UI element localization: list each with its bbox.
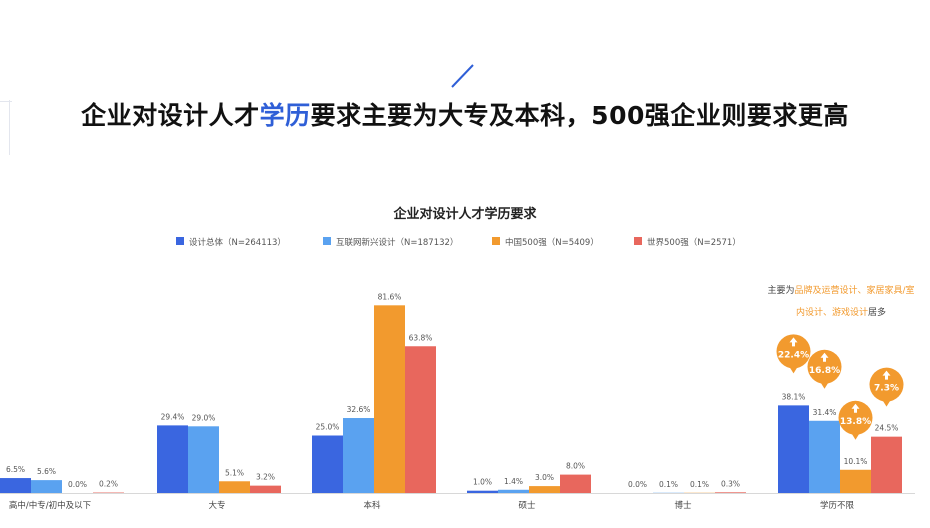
up-arrow-icon (820, 352, 829, 362)
decorative-line-left (9, 100, 10, 155)
legend-label-3: 中国500强（N=5409） (505, 237, 599, 248)
value-label-s3-c5: 0.1% (690, 480, 709, 489)
bar-s3-c4 (529, 486, 560, 493)
category-label-2: 大专 (208, 500, 225, 511)
value-label-s3-c4: 3.0% (535, 473, 554, 482)
value-label-s4-c5: 0.3% (721, 479, 740, 488)
value-label-s4-c2: 3.2% (256, 473, 275, 482)
value-label-s4-c1: 0.2% (99, 480, 118, 489)
up-arrow-icon (882, 370, 891, 380)
legend-swatch-3 (492, 237, 500, 245)
bar-s4-c6 (871, 436, 902, 493)
bar-s2-c4 (498, 489, 529, 493)
bar-s3-c3 (374, 305, 405, 493)
annotation-highlight-2: 内设计、游戏设计 (795, 308, 868, 318)
value-label-s2-c5: 0.1% (659, 480, 678, 489)
legend-label-2: 互联网新兴设计（N=187132） (336, 237, 458, 248)
bar-s2-c3 (343, 418, 374, 493)
bar-s4-c4 (560, 474, 591, 493)
value-label-s2-c6: 31.4% (813, 408, 837, 417)
value-label-s1-c4: 1.0% (473, 478, 492, 487)
decorative-line-top (0, 101, 12, 102)
bar-s1-c3 (312, 435, 343, 493)
bar-s2-c1 (31, 480, 62, 493)
bar-s1-c1 (0, 478, 31, 493)
up-arrow-icon (789, 337, 798, 347)
category-label-1: 高中/中专/初中及以下 (9, 500, 92, 511)
bar-s4-c3 (405, 346, 436, 493)
legend-label-1: 设计总体（N=264113） (189, 237, 286, 248)
callout-bubble-4 (869, 367, 904, 402)
value-label-s3-c3: 81.6% (378, 292, 402, 301)
value-label-s2-c3: 32.6% (347, 405, 371, 414)
annotation-prefix: 主要为 (767, 286, 795, 296)
category-label-4: 硕士 (518, 500, 536, 511)
callout-label-2: 16.8% (809, 366, 840, 376)
legend-swatch-1 (176, 237, 184, 245)
legend-label-4: 世界500强（N=2571） (647, 237, 741, 248)
bar-s1-c6 (778, 405, 809, 493)
value-label-s1-c1: 6.5% (6, 465, 25, 474)
bar-s1-c2 (157, 425, 188, 493)
callout-label-4: 7.3% (874, 384, 899, 394)
value-label-s1-c2: 29.4% (161, 412, 185, 421)
annotation-suffix: 居多 (868, 308, 887, 318)
value-label-s2-c1: 5.6% (37, 467, 56, 476)
category-label-3: 本科 (363, 500, 381, 511)
bar-s2-c2 (188, 426, 219, 493)
value-label-s3-c6: 10.1% (844, 457, 868, 466)
value-label-s4-c3: 63.8% (409, 333, 433, 342)
up-arrow-icon (851, 403, 860, 413)
callout-label-1: 22.4% (778, 350, 809, 360)
callout-label-3: 13.8% (840, 417, 871, 427)
category-label-6: 学历不限 (820, 500, 855, 511)
value-label-s1-c3: 25.0% (316, 423, 340, 432)
bar-s1-c4 (467, 490, 498, 493)
value-label-s3-c1: 0.0% (68, 480, 87, 489)
category-label-5: 博士 (674, 500, 692, 511)
slash-accent-icon (451, 64, 474, 88)
callout-bubble-3 (838, 400, 873, 435)
annotation-highlight-1: 品牌及运营设计、家居家具/室 (794, 286, 915, 296)
page-headline: 企业对设计人才学历要求主要为大专及本科，500强企业则要求更高 (0, 96, 930, 132)
bar-s4-c5 (715, 492, 746, 493)
value-label-s4-c4: 8.0% (566, 462, 585, 471)
chart-title: 企业对设计人才学历要求 (393, 207, 537, 222)
value-label-s4-c6: 24.5% (875, 424, 899, 433)
legend-swatch-4 (634, 237, 642, 245)
bar-s2-c6 (809, 420, 840, 493)
headline-highlight: 学历 (259, 101, 311, 130)
headline-part2: 要求主要为大专及本科，500强企业则要求更高 (310, 101, 849, 130)
legend-swatch-2 (323, 237, 331, 245)
value-label-s2-c4: 1.4% (504, 477, 523, 486)
callout-bubble-2 (807, 349, 842, 384)
bar-s3-c2 (219, 481, 250, 493)
value-label-s1-c6: 38.1% (782, 392, 806, 401)
headline-part1: 企业对设计人才 (81, 101, 260, 130)
annotation-note: 主要为品牌及运营设计、家居家具/室 内设计、游戏设计居多 (752, 280, 930, 324)
bar-s3-c6 (840, 469, 871, 493)
callout-bubble-1 (776, 334, 811, 369)
bar-s4-c2 (250, 485, 281, 493)
value-label-s3-c2: 5.1% (225, 468, 244, 477)
value-label-s2-c2: 29.0% (192, 413, 216, 422)
value-label-s1-c5: 0.0% (628, 480, 647, 489)
